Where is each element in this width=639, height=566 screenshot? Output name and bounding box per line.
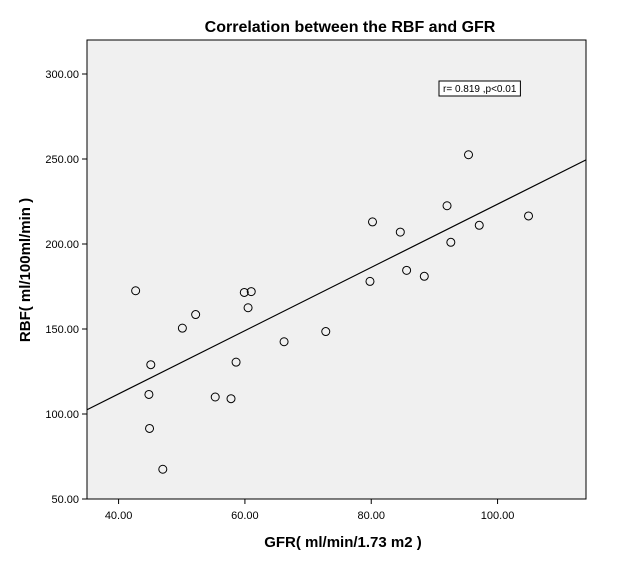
data-point (231, 357, 241, 367)
data-point (246, 287, 256, 297)
x-axis-title: GFR( ml/min/1.73 m2 ) (264, 534, 422, 551)
data-point (226, 394, 236, 404)
data-point (243, 303, 253, 313)
data-point (279, 337, 289, 347)
x-axis: 40.00 60.00 80.00 100.00 (105, 499, 515, 522)
y-tick-label: 250.00 (45, 154, 79, 166)
y-tick-label: 300.00 (45, 69, 79, 81)
data-point (144, 389, 154, 399)
data-point (402, 265, 412, 275)
data-point (191, 310, 201, 320)
y-axis: 50.00 100.00 150.00 200.00 250.00 300.00 (45, 69, 87, 506)
chart-title: Correlation between the RBF and GFR (205, 19, 496, 36)
data-point (210, 392, 220, 402)
data-point (145, 423, 155, 433)
data-point (131, 286, 141, 296)
correlation-annotation: r= 0.819 ,p<0.01 (438, 80, 521, 97)
x-tick-label: 60.00 (231, 510, 259, 522)
data-point (146, 360, 156, 370)
data-points (131, 150, 534, 474)
data-point (239, 287, 249, 297)
x-tick-label: 80.00 (357, 510, 385, 522)
data-point (464, 150, 474, 160)
data-point (419, 271, 429, 281)
correlation-text: r= 0.819 ,p<0.01 (443, 84, 517, 95)
y-tick-label: 100.00 (45, 409, 79, 421)
x-tick-label: 40.00 (105, 510, 133, 522)
data-point (158, 464, 168, 474)
data-point (442, 201, 452, 211)
data-point (365, 276, 375, 286)
plot-area (86, 39, 587, 500)
data-point (177, 323, 187, 333)
y-tick-label: 200.00 (45, 239, 79, 251)
data-point (524, 211, 534, 221)
data-point (474, 220, 484, 230)
x-tick-label: 100.00 (481, 510, 515, 522)
data-point (321, 327, 331, 337)
data-point (368, 217, 378, 227)
data-point (446, 237, 456, 247)
y-axis-title: RBF( ml/100ml/min ) (17, 198, 34, 342)
y-tick-label: 150.00 (45, 324, 79, 336)
data-point (395, 227, 405, 237)
regression-line (86, 159, 587, 411)
y-tick-label: 50.00 (51, 494, 79, 506)
